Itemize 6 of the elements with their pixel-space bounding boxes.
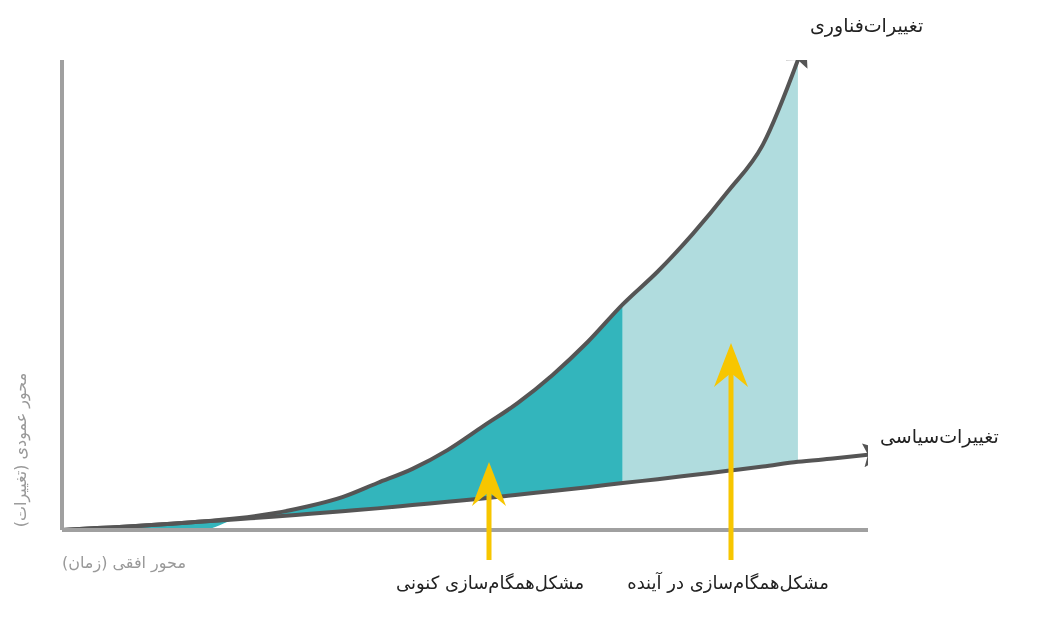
y-axis-title: محور عمودی (تغییرات): [10, 372, 30, 528]
x-axis-title: محور افقی (زمان): [62, 553, 186, 572]
series-label: تغییرات‌سیاسی: [880, 424, 999, 447]
text: مشکل‌همگام‌سازی کنونی: [394, 571, 586, 596]
series-label: تغییرات‌فناوری: [809, 14, 924, 36]
text: مشکل‌همگام‌سازی در آینده: [626, 571, 830, 595]
